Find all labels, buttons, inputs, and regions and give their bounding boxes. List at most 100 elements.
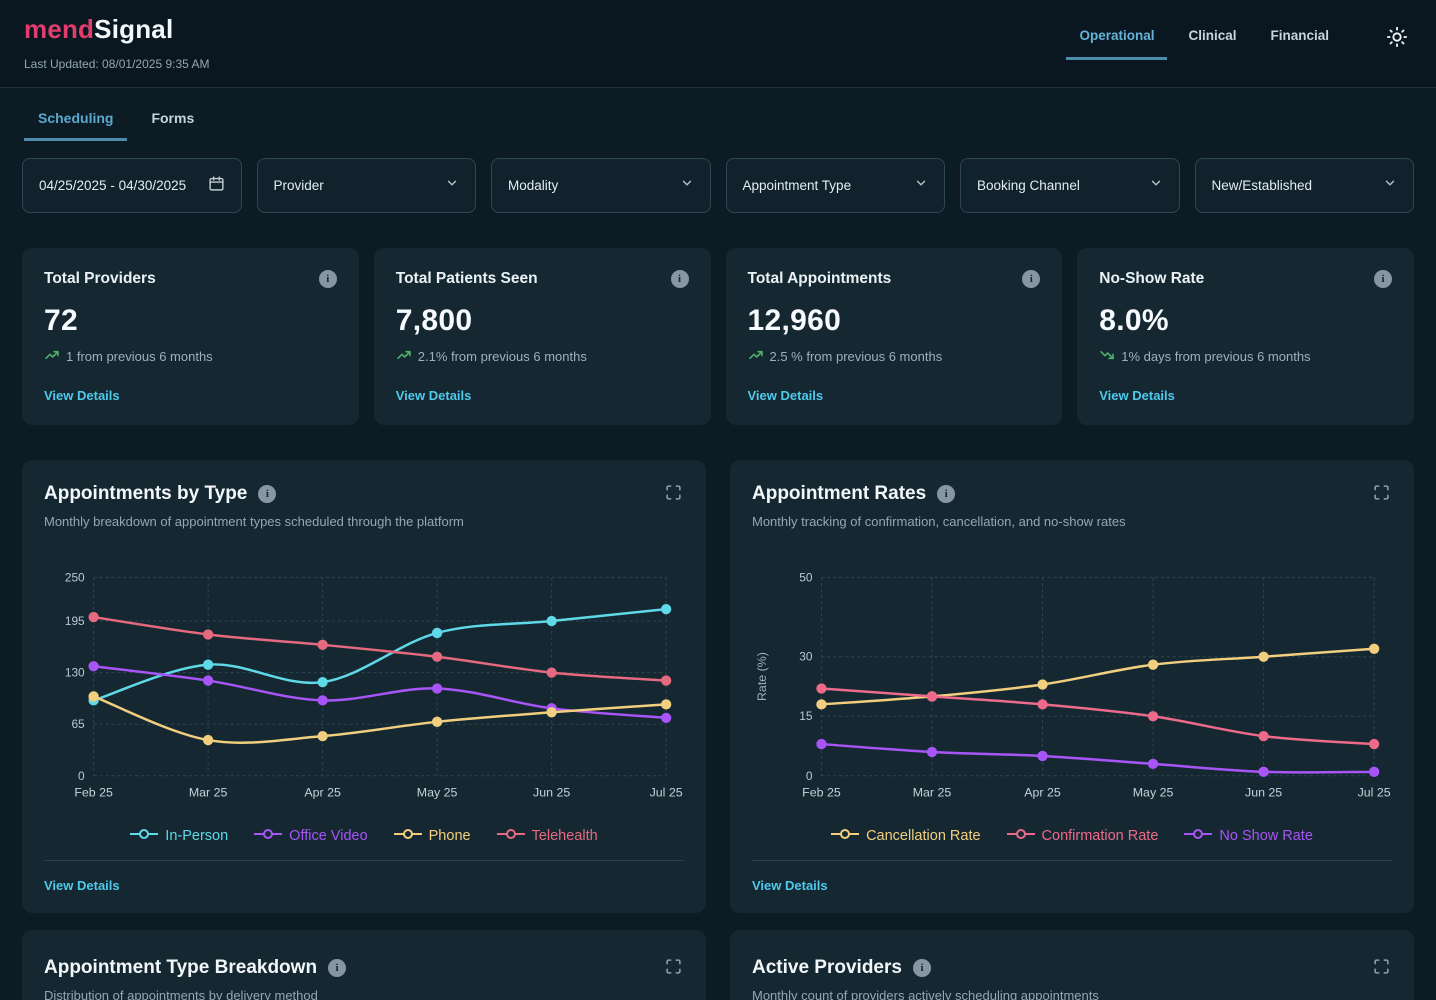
- svg-text:Rate (%): Rate (%): [755, 652, 769, 701]
- fullscreen-icon: [1373, 959, 1390, 978]
- sun-icon: [1386, 26, 1408, 51]
- legend-series-icon: [831, 828, 860, 844]
- legend-series-label: No Show Rate: [1219, 828, 1313, 844]
- info-icon[interactable]: i: [328, 959, 347, 977]
- info-icon[interactable]: i: [937, 485, 956, 503]
- svg-text:May 25: May 25: [1133, 786, 1174, 800]
- chart-row: Appointments by Type i Monthly breakdown…: [22, 460, 1414, 913]
- view-details-link[interactable]: View Details: [395, 388, 472, 403]
- view-details-link[interactable]: View Details: [1099, 388, 1175, 403]
- svg-text:65: 65: [71, 717, 85, 731]
- app-header: mendSignal Last Updated: 08/01/2025 9:35…: [0, 0, 1436, 88]
- info-icon[interactable]: i: [1374, 270, 1392, 288]
- svg-text:0: 0: [78, 769, 85, 783]
- theme-toggle-button[interactable]: [1384, 22, 1410, 55]
- legend-item[interactable]: Office Video: [254, 828, 368, 844]
- view-details-link[interactable]: View Details: [44, 878, 120, 893]
- booking-channel-filter-label: Booking Channel: [977, 178, 1080, 193]
- legend-item[interactable]: No Show Rate: [1184, 828, 1313, 844]
- chevron-down-icon: [445, 176, 459, 195]
- chart-legend: Cancellation Rate Confirmation Rate No Sho…: [752, 828, 1392, 844]
- chart-title: Appointment Type Breakdown: [44, 957, 318, 978]
- line-chart: 0 65 130 195 250 Feb 25 Mar 25 Apr 25 May 25 Jun …: [44, 547, 684, 826]
- legend-item[interactable]: Phone: [393, 828, 471, 844]
- chart-subtitle: Monthly tracking of confirmation, cancel…: [752, 514, 1126, 529]
- fullscreen-icon: [1373, 485, 1390, 504]
- kpi-title: Total Providers: [44, 270, 156, 287]
- svg-text:15: 15: [799, 709, 813, 723]
- svg-text:Jun 25: Jun 25: [533, 786, 570, 800]
- legend-series-label: Office Video: [289, 828, 368, 844]
- date-range-picker[interactable]: 04/25/2025 - 04/30/2025: [22, 158, 242, 213]
- chart-subtitle: Distribution of appointments by delivery…: [44, 988, 318, 1000]
- kpi-trend-text: 1% days from previous 6 months: [1121, 349, 1311, 364]
- legend-item[interactable]: Confirmation Rate: [1006, 828, 1158, 844]
- trending-up-icon: [748, 347, 764, 366]
- fullscreen-icon: [665, 485, 682, 504]
- legend-series-icon: [496, 828, 525, 844]
- appointment-rates-card: Appointment Rates i Monthly tracking of …: [730, 460, 1414, 913]
- svg-text:130: 130: [65, 666, 85, 680]
- svg-text:195: 195: [65, 614, 85, 628]
- kpi-card-total-appointments: Total Appointments i 12,960 2.5 % from p…: [725, 248, 1063, 425]
- filter-bar: 04/25/2025 - 04/30/2025 Provider Modalit…: [22, 158, 1414, 213]
- expand-button[interactable]: [663, 482, 684, 506]
- svg-text:Feb 25: Feb 25: [74, 786, 113, 800]
- new-established-filter[interactable]: New/Established: [1194, 158, 1414, 213]
- modality-filter-label: Modality: [508, 178, 559, 193]
- fullscreen-icon: [665, 959, 682, 978]
- legend-series-icon: [1006, 828, 1035, 844]
- tab-scheduling[interactable]: Scheduling: [24, 110, 128, 141]
- legend-item[interactable]: Cancellation Rate: [831, 828, 981, 844]
- expand-button[interactable]: [663, 956, 684, 980]
- svg-text:250: 250: [65, 570, 85, 584]
- view-details-link[interactable]: View Details: [44, 388, 120, 403]
- provider-filter[interactable]: Provider: [256, 158, 476, 213]
- app-logo[interactable]: mendSignal: [24, 14, 209, 45]
- info-icon[interactable]: i: [318, 270, 337, 288]
- legend-item[interactable]: Telehealth: [496, 828, 598, 844]
- kpi-title: Total Patients Seen: [395, 270, 538, 287]
- expand-button[interactable]: [1371, 482, 1392, 506]
- kpi-value: 8.0%: [1099, 304, 1169, 337]
- view-details-link[interactable]: View Details: [747, 388, 824, 403]
- tab-operational[interactable]: Operational: [1066, 22, 1168, 60]
- kpi-card-total-providers: Total Providers i 72 1 from previous 6 m…: [22, 248, 359, 425]
- svg-text:Apr 25: Apr 25: [304, 786, 341, 800]
- legend-series-icon: [393, 828, 422, 844]
- calendar-icon: [208, 175, 225, 197]
- chart-subtitle: Monthly breakdown of appointment types s…: [44, 514, 464, 529]
- svg-text:Mar 25: Mar 25: [913, 786, 952, 800]
- kpi-trend-text: 1 from previous 6 months: [66, 349, 213, 364]
- tab-financial[interactable]: Financial: [1270, 28, 1329, 43]
- chart-legend: In-Person Office Video Phone Telehealth: [44, 828, 684, 844]
- view-details-link[interactable]: View Details: [752, 878, 828, 893]
- info-icon[interactable]: i: [258, 485, 277, 503]
- svg-text:Jul 25: Jul 25: [650, 786, 683, 800]
- main-content: 04/25/2025 - 04/30/2025 Provider Modalit…: [0, 158, 1436, 1000]
- svg-text:Jun 25: Jun 25: [1245, 786, 1282, 800]
- kpi-title: No-Show Rate: [1099, 270, 1205, 287]
- header-right: Operational Clinical Financial: [1066, 14, 1410, 87]
- top-nav: Operational Clinical Financial: [1066, 22, 1342, 60]
- tab-forms[interactable]: Forms: [151, 110, 195, 126]
- info-icon[interactable]: i: [912, 959, 931, 977]
- chevron-down-icon: [914, 176, 928, 195]
- card-divider: [752, 860, 1392, 861]
- svg-text:50: 50: [799, 570, 813, 584]
- info-icon[interactable]: i: [1022, 270, 1041, 288]
- line-chart: 0 15 30 50 Feb 25 Mar 25 Apr 25 May 25 Jun 25 Jul…: [752, 547, 1392, 826]
- info-icon[interactable]: i: [670, 270, 689, 288]
- legend-item[interactable]: In-Person: [130, 828, 228, 844]
- svg-text:Jul 25: Jul 25: [1358, 786, 1391, 800]
- modality-filter[interactable]: Modality: [491, 158, 711, 213]
- kpi-value: 12,960: [747, 304, 842, 337]
- tab-clinical[interactable]: Clinical: [1188, 28, 1237, 43]
- kpi-card-total-patients-seen: Total Patients Seen i 7,800 2.1% from pr…: [373, 248, 711, 425]
- appointment-type-filter[interactable]: Appointment Type: [725, 158, 945, 213]
- chart-title: Appointments by Type: [44, 483, 248, 504]
- last-updated-text: Last Updated: 08/01/2025 9:35 AM: [24, 57, 210, 71]
- expand-button[interactable]: [1371, 956, 1392, 980]
- trending-down-icon: [1099, 347, 1115, 366]
- booking-channel-filter[interactable]: Booking Channel: [960, 158, 1180, 213]
